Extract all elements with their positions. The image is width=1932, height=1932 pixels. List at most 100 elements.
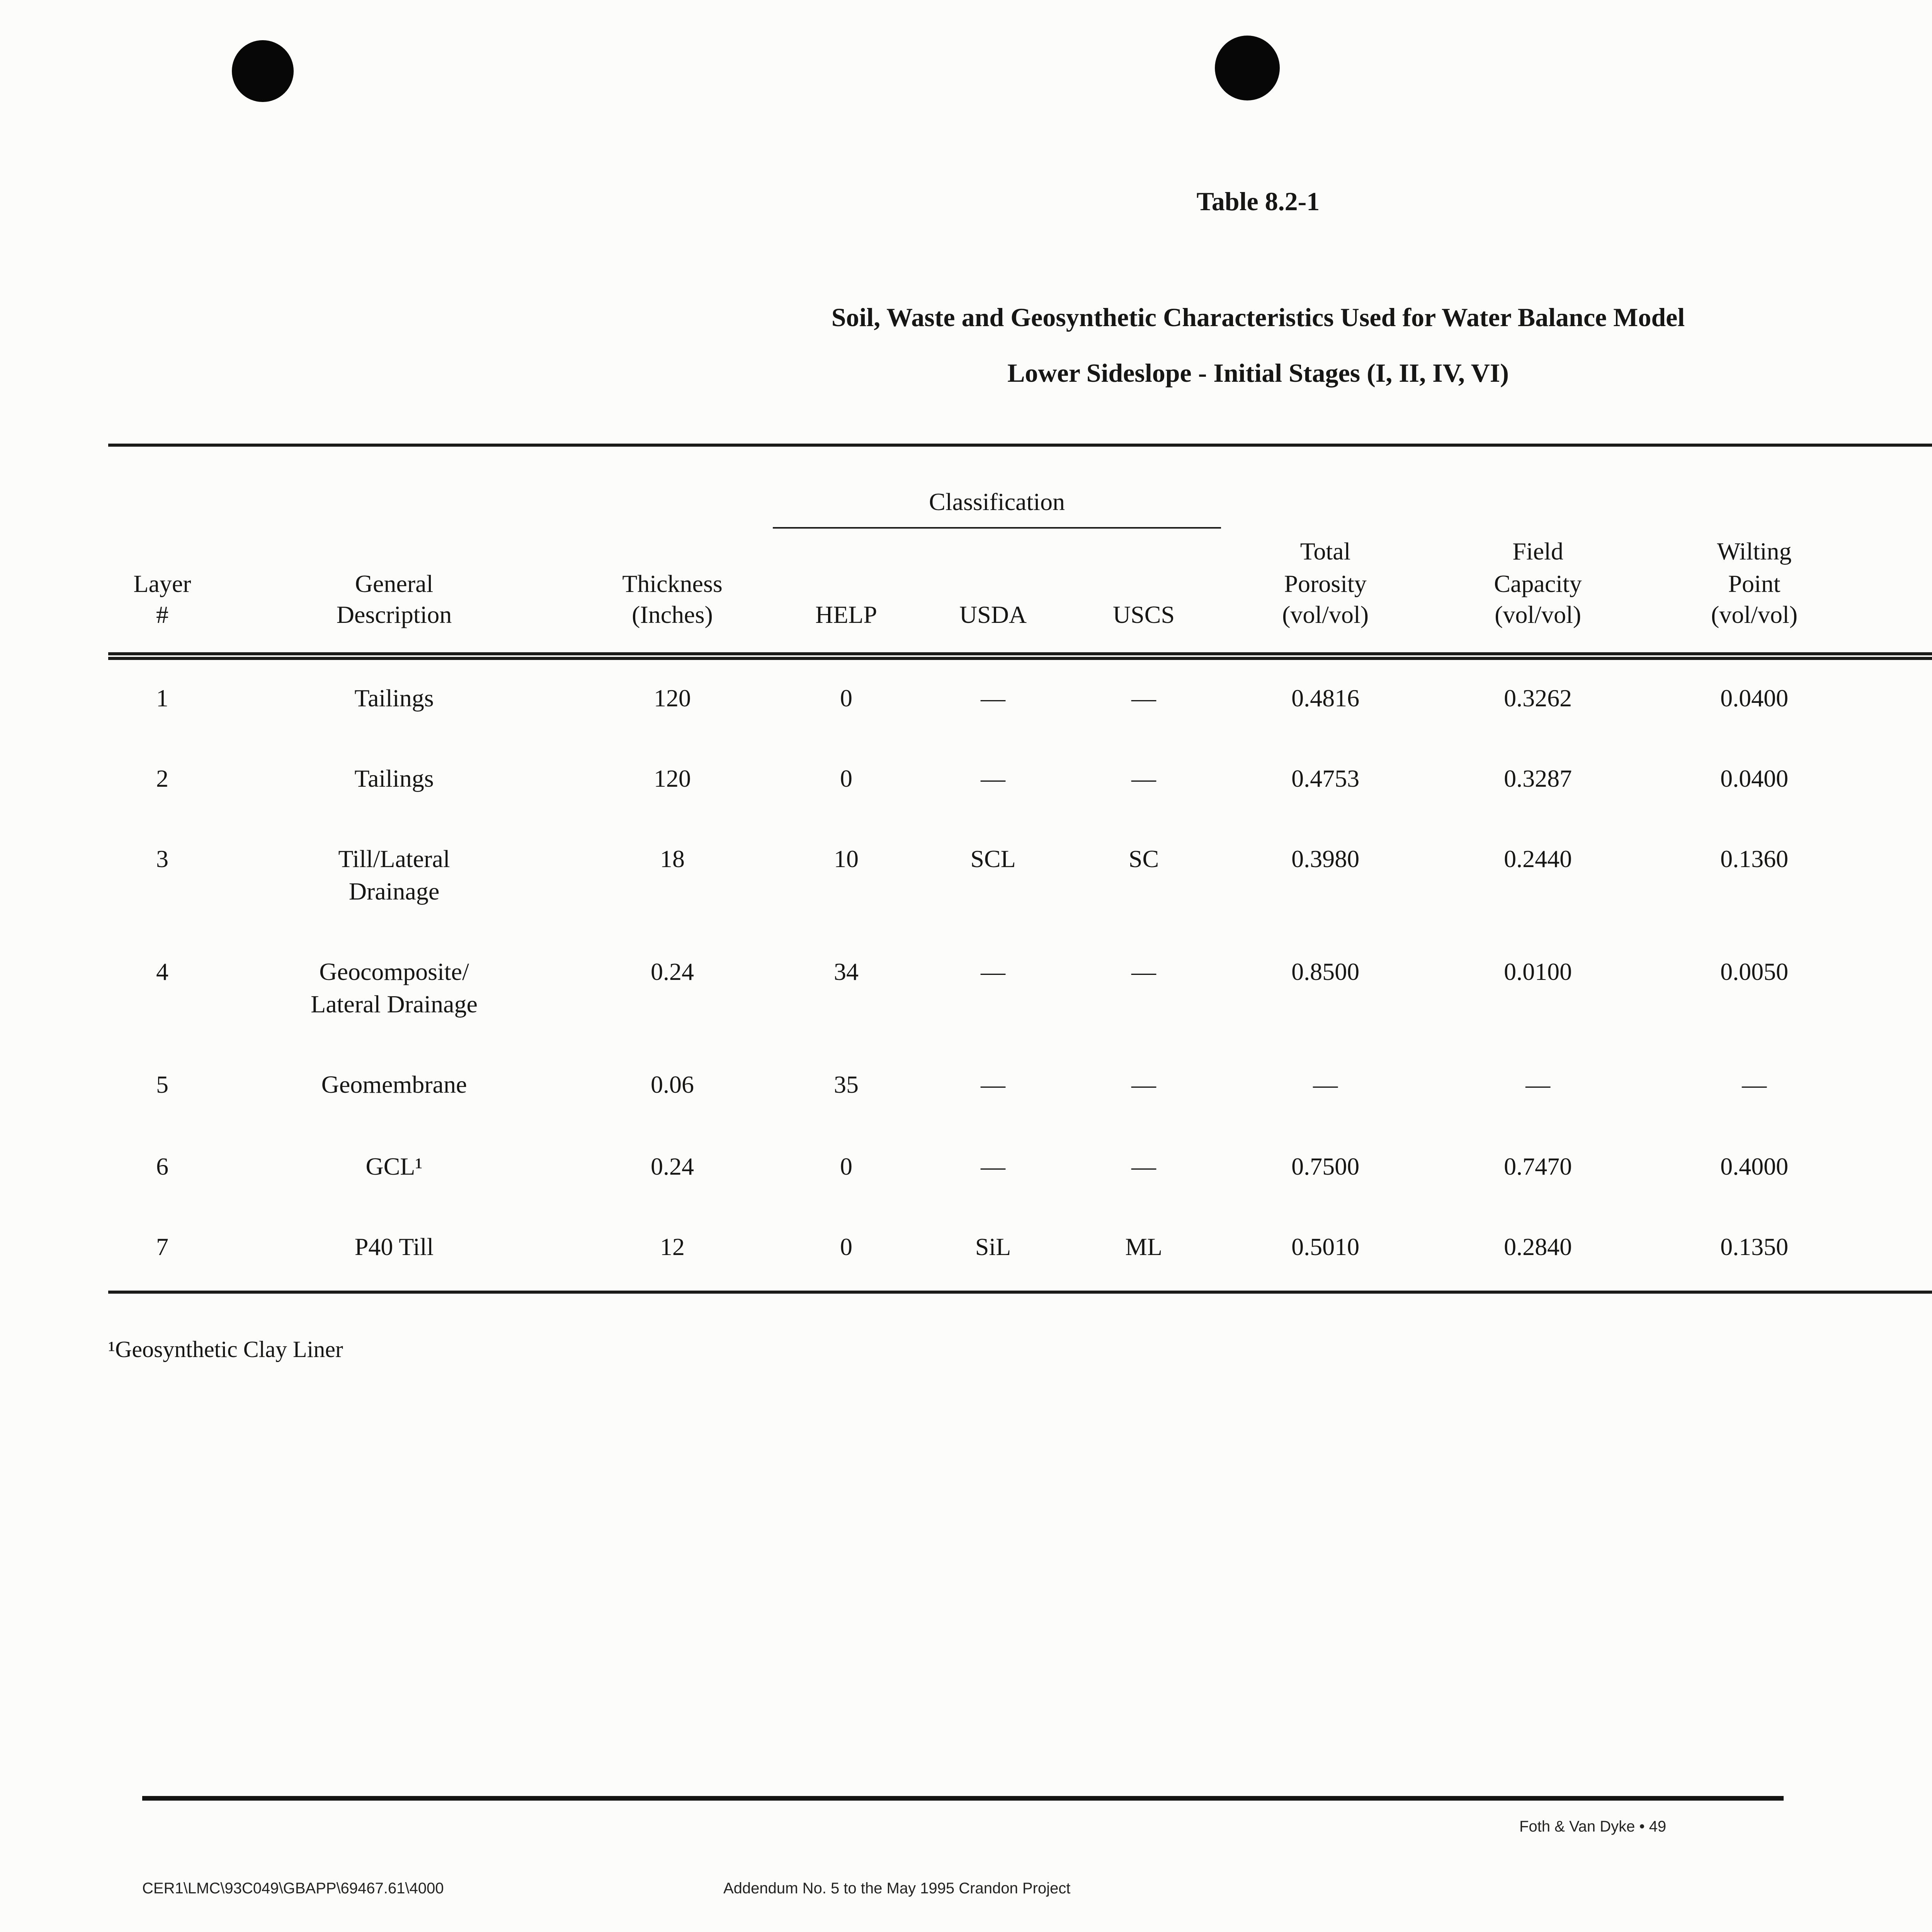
cell-description: P40 Till [216,1209,572,1293]
footer-document-reference: Addendum No. 5 to the May 1995 Crandon P… [723,1813,1154,1932]
table-row: 1Tailings1200——0.48160.32620.04001.0x10⁻… [108,651,1932,740]
cell-wilting: 0.4000 [1720,1154,1789,1181]
cell-uscs: — [1131,766,1156,793]
header-total-porosity: Total Porosity (vol/vol) [1282,539,1369,629]
cell-conductivity: 9.5x10⁻⁶ [1862,740,1932,821]
cell-usda: SiL [920,1209,1066,1293]
cell-layer: 6 [156,1154,168,1181]
cell-usda: SCL [970,847,1016,874]
footnote: ¹Geosynthetic Clay Liner [108,1338,343,1363]
header-help: HELP [815,603,877,629]
cell-conductivity: 2.0x10⁻¹³ [1862,1047,1932,1128]
cell-porosity: 0.4816 [1221,651,1430,740]
cell-porosity: 0.4753 [1291,766,1360,793]
cell-conductivity: 8.8x10⁻⁶ [1862,1128,1932,1209]
cell-help: 0 [773,651,920,740]
cell-usda: — [981,766,1005,793]
cell-uscs: — [1131,1073,1156,1100]
table-body: 1Tailings1200——0.48160.32620.04001.0x10⁻… [108,651,1932,1293]
header-field-capacity: Field Capacity (vol/vol) [1494,539,1582,629]
header-wilting-point: Wilting Point (vol/vol) [1711,539,1798,629]
cell-thickness: 120 [654,766,691,793]
cell-field: 0.2440 [1504,847,1572,874]
cell-conductivity: 2.0x10⁻⁵ [1862,1209,1932,1293]
header-row-1: Layer # General Description Thickness (I… [108,445,1932,629]
cell-help: 10 [834,847,859,874]
cell-porosity: — [1313,1073,1338,1100]
cell-uscs: SC [1128,847,1159,874]
cell-usda: — [981,1073,1005,1100]
cell-thickness: 18 [660,847,685,874]
cell-layer: 4 [156,960,168,987]
header-uscs: USCS [1112,603,1175,629]
cell-help: 34 [834,960,859,987]
cell-layer: 5 [156,1073,168,1100]
cell-thickness: 0.24 [651,1154,694,1181]
cell-porosity: 0.3980 [1291,847,1360,874]
cell-field: 0.3262 [1430,651,1646,740]
cell-uscs: — [1131,960,1156,987]
cell-wilting: 0.0050 [1720,960,1789,987]
cell-uscs: ML [1066,1209,1221,1293]
cell-description: Till/Lateral Drainage [338,847,450,906]
cell-layer: 1 [108,651,216,740]
cell-uscs: — [1066,651,1221,740]
cell-field: — [1526,1073,1551,1100]
cell-conductivity: 1.0x10⁻⁵ [1862,651,1932,740]
cell-porosity: 0.7500 [1291,1154,1360,1181]
cell-field: 0.0100 [1504,960,1572,987]
table-number: Table 8.2-1 [1196,187,1320,216]
cell-porosity: 0.5010 [1221,1209,1430,1293]
cell-field: 0.7470 [1504,1154,1572,1181]
footer-company-page: Foth & Van Dyke • 49 [1519,1819,1667,1836]
cell-conductivity: 1.2x10⁻⁴ [1862,821,1932,934]
table-row: 3 Till/Lateral Drainage 18 10 SCL SC 0.3980 0.2… [108,821,1932,934]
cell-description: GCL¹ [366,1154,423,1181]
cell-help: 0 [773,1209,920,1293]
cell-wilting: — [1742,1073,1767,1100]
table-row: 4 Geocomposite/ Lateral Drainage 0.24 34 — — 0… [108,934,1932,1047]
header-thickness: Thickness (Inches) [622,571,723,629]
hole-punch-mark [232,40,294,102]
cell-wilting: 0.0400 [1720,766,1789,793]
table-row: 6GCL¹0.240——0.75000.74700.40008.8x10⁻⁶0.… [108,1128,1932,1209]
cell-field: 0.2840 [1430,1209,1646,1293]
table-row: 2 Tailings 120 0 — — 0.4753 0.3287 0.0400 9.5x10⁻… [108,740,1932,821]
header-saturated-conductivity: Saturated Hydraulic Conductivity (cm/sec… [1862,445,1932,655]
cell-layer: 3 [156,847,168,874]
cell-thickness: 0.06 [651,1073,694,1100]
header-usda: USDA [959,603,1027,629]
table-header: Layer # General Description Thickness (I… [108,445,1932,655]
cell-conductivity: 33.0 [1862,934,1932,1047]
footer-addendum: Addendum No. 5 to the May 1995 Crandon P… [723,1881,1071,1898]
cell-layer: 7 [108,1209,216,1293]
title-line-1: Soil, Waste and Geosynthetic Characteris… [831,303,1685,332]
cell-description: Tailings [216,651,572,740]
header-layer: Layer # [133,571,191,629]
footer-file-reference: CER1\LMC\93C049\GBAPP\69467.61\4000 Dece… [142,1813,444,1932]
cell-wilting: 0.0400 [1646,651,1863,740]
cell-wilting: 0.1350 [1646,1209,1863,1293]
cell-help: 0 [840,766,852,793]
footer-rule [142,1796,1784,1801]
cell-layer: 2 [156,766,168,793]
document-title: Soil, Waste and Geosynthetic Characteris… [0,291,1932,402]
cell-field: 0.3287 [1504,766,1572,793]
cell-usda: — [981,1154,1005,1181]
header-row-2: HELP USDA USCS [108,527,1932,655]
header-classification: Classification [773,445,1221,528]
cell-help: 35 [834,1073,859,1100]
title-line-2: Lower Sideslope - Initial Stages (I, II,… [1007,359,1509,388]
cell-thickness: 0.24 [651,960,694,987]
cell-usda: — [920,651,1066,740]
cell-porosity: 0.8500 [1291,960,1360,987]
cell-help: 0 [840,1154,852,1181]
cell-description: Tailings [354,766,434,793]
cell-description: Geomembrane [321,1073,467,1100]
cell-thickness: 120 [572,651,773,740]
hole-punch-mark [1215,36,1280,100]
characteristics-table: Layer # General Description Thickness (I… [108,444,1932,1293]
